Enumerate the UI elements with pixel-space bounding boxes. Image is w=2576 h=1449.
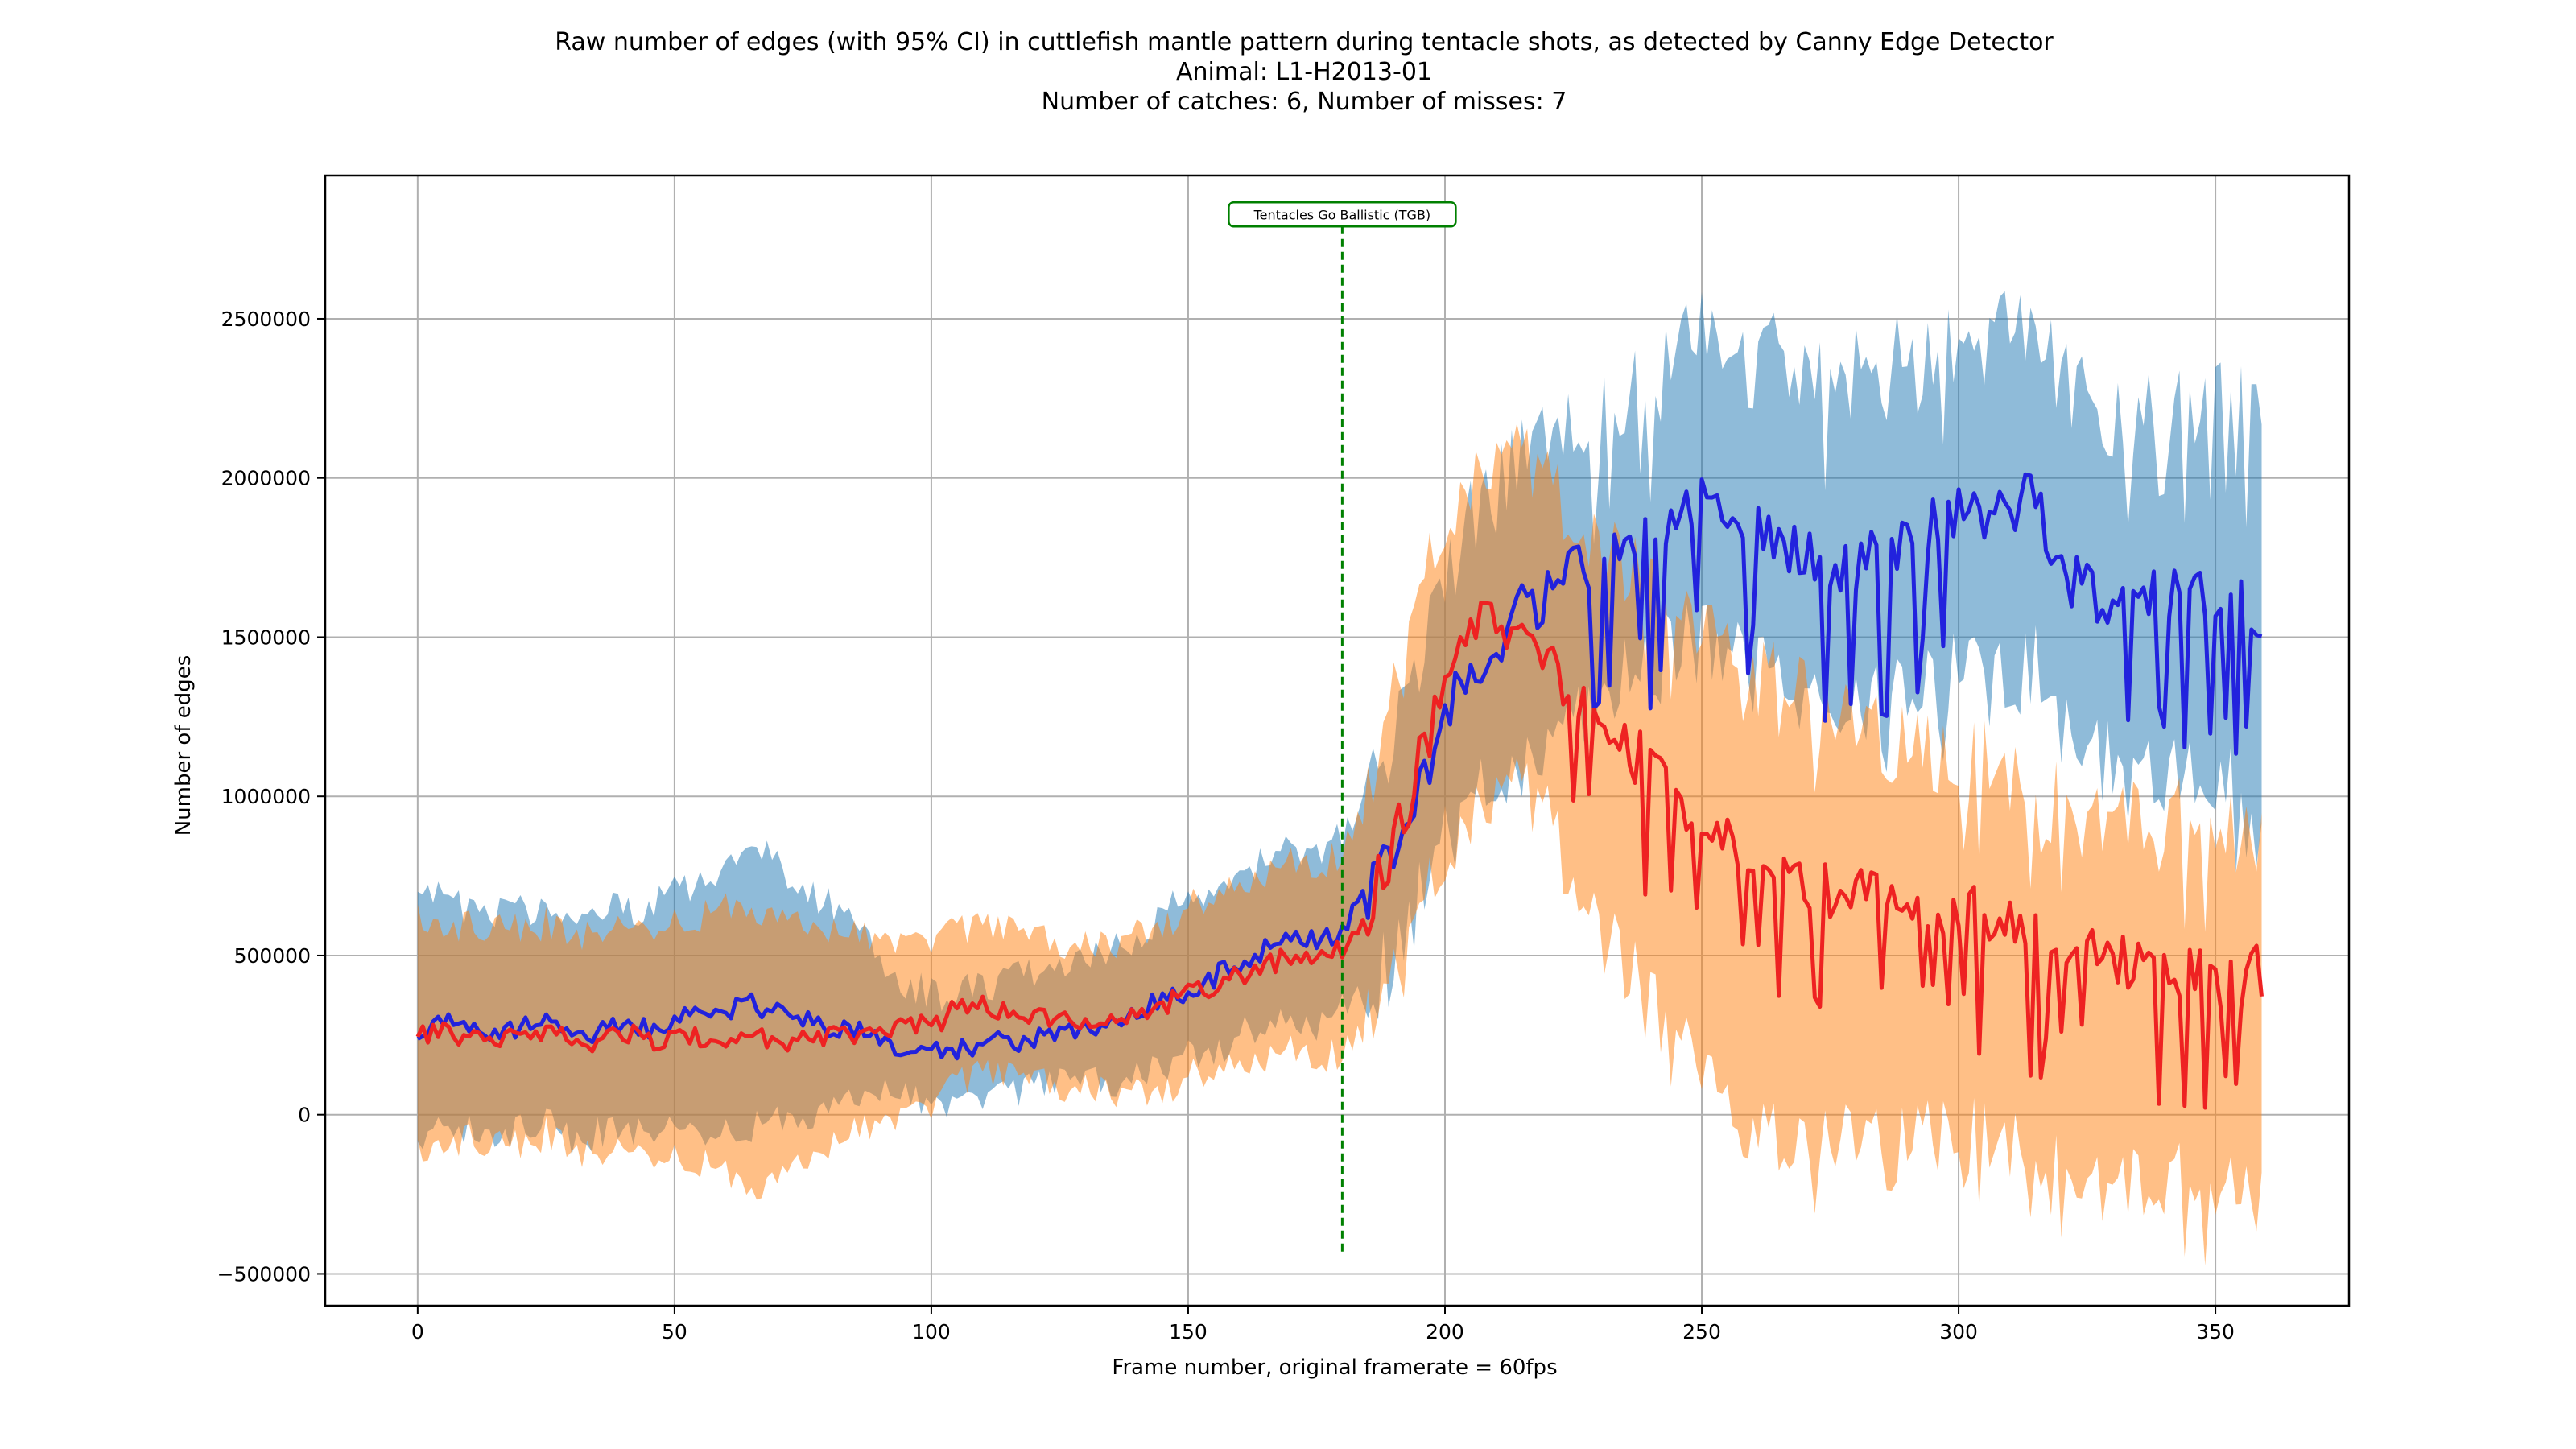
series-lines: [415, 472, 2264, 1110]
x-tick-label: 250: [1682, 1320, 1721, 1344]
confidence-bands: [417, 291, 2262, 1266]
plot-frame: [324, 174, 2351, 1307]
chart-title-line-1: Raw number of edges (with 95% CI) in cut…: [555, 28, 2054, 56]
ci-band-series-2: [417, 423, 2262, 1266]
y-tick-label: −500000: [217, 1262, 311, 1286]
x-tick-label: 200: [1426, 1320, 1464, 1344]
x-tick-label: 300: [1939, 1320, 1978, 1344]
y-tick-label: 1500000: [221, 625, 311, 649]
chart-title-line-3: Number of catches: 6, Number of misses: …: [1042, 88, 1567, 116]
y-tick-label: 2500000: [221, 308, 311, 331]
y-tick-label: 500000: [234, 944, 311, 968]
x-tick-label: 350: [2196, 1320, 2235, 1344]
axes: 0 50 100 150 200 250 300 350 −500000 0 500000 10000…: [217, 174, 2351, 1344]
chart-title-line-2: Animal: L1-H2013-01: [1176, 58, 1432, 86]
tgb-label-box: [1228, 201, 1457, 228]
y-axis-label: Number of edges: [171, 655, 196, 836]
y-tick-label: 2000000: [221, 467, 311, 490]
x-tick-label: 0: [411, 1320, 424, 1344]
ci-band-series-1: [417, 291, 2262, 1156]
mean-line-series-1: [416, 472, 2263, 1061]
y-tick-label: 1000000: [221, 785, 311, 808]
x-axis-label: Frame number, original framerate = 60fps: [1112, 1356, 1557, 1380]
x-tick-label: 50: [662, 1320, 687, 1344]
tgb-annotation: Tentacles Go Ballistic (TGB): [1228, 201, 1457, 1252]
mean-line-series-2: [415, 601, 2264, 1110]
x-tick-label: 100: [912, 1320, 951, 1344]
y-tick-label: 0: [298, 1104, 311, 1127]
x-tick-label: 150: [1169, 1320, 1208, 1344]
tgb-label: Tentacles Go Ballistic (TGB): [1253, 207, 1431, 222]
